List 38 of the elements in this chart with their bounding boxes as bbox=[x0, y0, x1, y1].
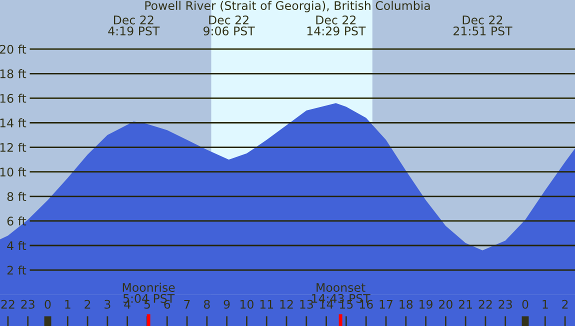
chart-title: Powell River (Strait of Georgia), British Columbia bbox=[145, 0, 430, 12]
x-tick-label: 1 bbox=[65, 300, 70, 309]
x-tick-label: 23 bbox=[21, 300, 34, 309]
x-tick-label: 11 bbox=[260, 300, 274, 309]
x-tick-label: 20 bbox=[439, 300, 452, 309]
y-tick-label: 20 ft bbox=[0, 44, 26, 54]
x-tick-label: 3 bbox=[104, 300, 110, 309]
x-tick-label: 17 bbox=[380, 300, 392, 309]
x-tick-label: 23 bbox=[498, 300, 512, 309]
x-tick-label: 12 bbox=[280, 300, 293, 309]
annotation: Dec 22 14:29 PST bbox=[307, 16, 366, 36]
y-tick-label: 16 ft bbox=[0, 94, 26, 103]
y-tick-label: 10 ft bbox=[0, 167, 26, 177]
x-tick-label: 7 bbox=[184, 300, 190, 309]
x-tick-label: 0 bbox=[44, 300, 51, 309]
x-tick-label: 2 bbox=[84, 300, 90, 309]
x-tick-label: 1 bbox=[542, 300, 548, 309]
x-tick-label: 8 bbox=[204, 300, 210, 309]
annotation: Dec 22 9:06 PST bbox=[204, 16, 255, 36]
y-tick-label: 6 ft bbox=[7, 216, 26, 226]
annotation: Dec 22 21:51 PST bbox=[454, 16, 512, 36]
x-tick-label: 0 bbox=[522, 300, 528, 309]
x-tick-label: 22 bbox=[1, 300, 14, 309]
x-tick-label: 19 bbox=[420, 300, 432, 309]
x-tick-label: 18 bbox=[400, 300, 413, 309]
y-tick-label: 18 ft bbox=[0, 69, 26, 78]
x-tick-label: 22 bbox=[478, 300, 492, 309]
y-tick-label: 14 ft bbox=[0, 118, 26, 128]
y-tick-label: 2 ft bbox=[7, 266, 26, 275]
x-tick-label: 2 bbox=[562, 300, 568, 309]
x-tick-label: 13 bbox=[300, 300, 313, 309]
y-tick-label: 4 ft bbox=[7, 241, 26, 250]
x-tick-label: 10 bbox=[240, 300, 254, 309]
x-tick-label: 9 bbox=[224, 300, 230, 309]
y-tick-label: 12 ft bbox=[0, 142, 26, 152]
y-tick-label: 8 ft bbox=[7, 192, 26, 202]
x-tick-label: 21 bbox=[458, 300, 472, 309]
annotation: Dec 22 4:19 PST bbox=[108, 16, 160, 36]
